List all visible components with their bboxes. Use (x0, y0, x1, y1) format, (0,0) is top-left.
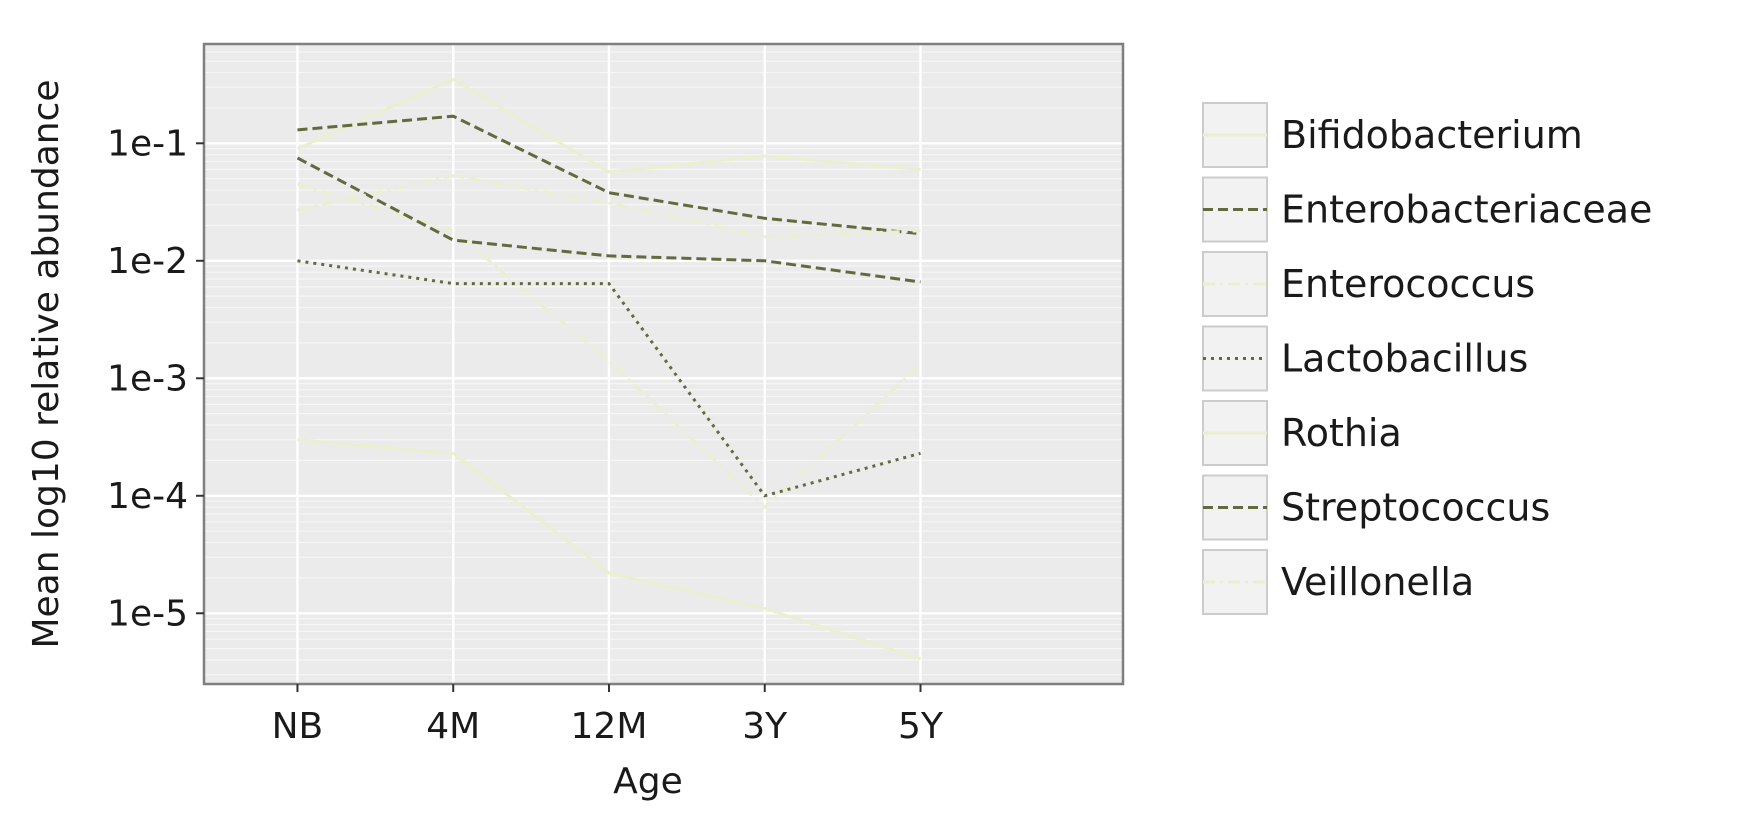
legend-label: Enterococcus (1281, 262, 1535, 306)
series-line-lactobacillus (297, 259, 921, 498)
plot-panel (204, 44, 1123, 684)
y-tick-label: 1e-5 (107, 593, 188, 634)
legend-label: Veillonella (1281, 560, 1474, 604)
series-lines (296, 77, 922, 661)
x-axis: NB 4M 12M 3Y 5Y (272, 684, 944, 747)
x-tick-label: 12M (571, 706, 648, 747)
minor-gridlines (204, 51, 1123, 676)
x-tick-label: 4M (426, 706, 480, 747)
series-line-streptococcus (296, 156, 921, 284)
series-line-enterococcus (297, 182, 922, 510)
x-tick-label: 3Y (742, 706, 788, 747)
y-tick-label: 1e-3 (107, 358, 188, 399)
series-line-bifidobacterium (296, 77, 921, 174)
y-tick-label: 1e-2 (107, 241, 188, 282)
plot-border (202, 42, 1125, 686)
y-axis: 1e-5 1e-4 1e-3 1e-2 1e-1 (107, 123, 204, 634)
x-axis-label: Age (613, 761, 683, 802)
legend-label: Enterobacteriaceae (1281, 188, 1652, 232)
major-gridlines (204, 44, 1123, 684)
series-line-veillonella (297, 174, 921, 239)
y-axis-label: Mean log10 relative abundance (26, 79, 67, 648)
x-tick-label: NB (272, 706, 324, 747)
legend-label: Streptococcus (1281, 486, 1550, 530)
x-tick-label: 5Y (898, 706, 944, 747)
series-line-rothia (297, 438, 921, 661)
legend: Bifidobacterium Enterobacteriaceae Enteroc… (1202, 102, 1652, 615)
legend-label: Lactobacillus (1281, 337, 1528, 381)
y-tick-label: 1e-1 (107, 123, 188, 164)
y-tick-label: 1e-4 (107, 476, 188, 517)
legend-label: Rothia (1281, 411, 1402, 455)
legend-label: Bifidobacterium (1281, 113, 1583, 157)
